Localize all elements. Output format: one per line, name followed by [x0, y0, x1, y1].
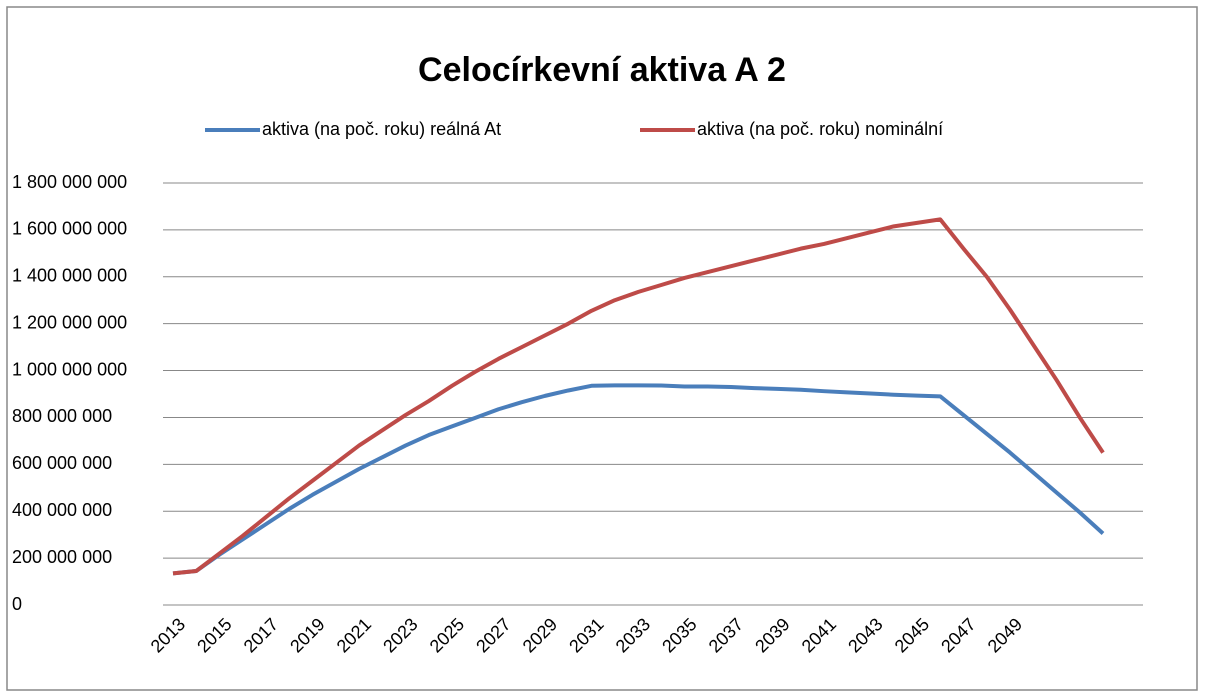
y-tick-label: 1 200 000 000 [12, 312, 127, 332]
line-series [172, 217, 1105, 576]
y-tick-label: 1 400 000 000 [12, 266, 127, 286]
y-tick-label: 600 000 000 [12, 453, 112, 473]
legend-label: aktiva (na poč. roku) nominální [697, 119, 943, 139]
legend-label: aktiva (na poč. roku) reálná At [262, 119, 501, 139]
y-tick-label: 200 000 000 [12, 547, 112, 567]
y-tick-label: 400 000 000 [12, 500, 112, 520]
y-tick-label: 1 600 000 000 [12, 219, 127, 239]
y-tick-label: 1 800 000 000 [12, 172, 127, 192]
chart-border [6, 6, 1198, 691]
y-tick-label: 800 000 000 [12, 406, 112, 426]
line-series [172, 383, 1105, 576]
chart-title: Celocírkevní aktiva A 2 [418, 51, 786, 89]
y-tick-label: 0 [12, 594, 22, 614]
y-tick-label: 1 000 000 000 [12, 359, 127, 379]
